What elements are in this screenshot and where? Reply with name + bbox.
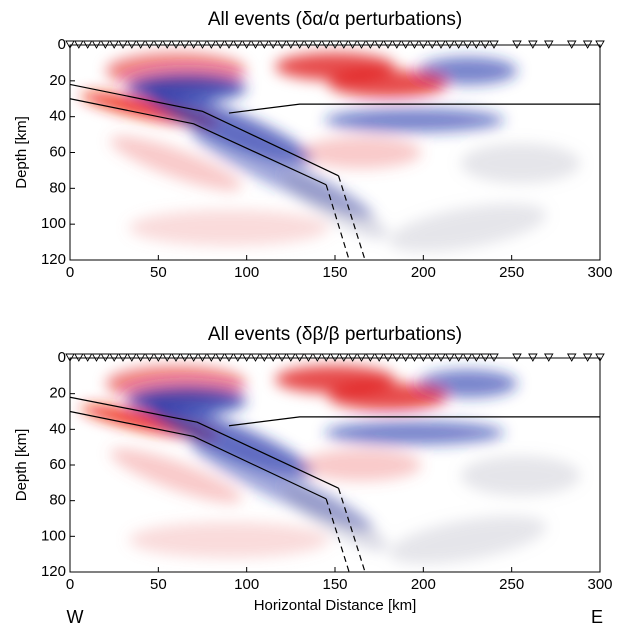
interface-line (325, 498, 350, 573)
x-tick-label: 250 (499, 576, 524, 593)
x-tick-label: 50 (150, 264, 167, 281)
anomaly (145, 402, 313, 477)
y-tick-label: 60 (49, 456, 66, 473)
y-tick-label: 80 (49, 179, 66, 196)
anomaly (388, 515, 547, 565)
interface-line (228, 416, 600, 427)
y-tick-label: 100 (41, 215, 66, 232)
x-tick-label: 300 (587, 264, 612, 281)
x-tick-label: 0 (66, 576, 74, 593)
interface-line (69, 410, 327, 500)
x-tick-label: 300 (587, 576, 612, 593)
y-tick-label: 40 (49, 420, 66, 437)
anomaly (110, 448, 242, 504)
x-tick-label: 100 (234, 576, 259, 593)
direction-label: W (67, 607, 84, 627)
anomaly (282, 486, 388, 551)
interface-line (325, 184, 350, 261)
velocity-field (81, 365, 581, 565)
y-tick-label: 80 (49, 492, 66, 509)
anomaly (301, 136, 422, 169)
interface-line (337, 488, 366, 573)
x-tick-label: 150 (322, 576, 347, 593)
panel: All events (δα/α perturbations) 0 50 100 150… (13, 9, 613, 281)
y-axis-label: Depth [km] (13, 116, 30, 189)
y-tick-label: 120 (41, 563, 66, 580)
anomaly (460, 143, 581, 184)
x-tick-label: 150 (322, 264, 347, 281)
interface-line (337, 175, 366, 261)
y-tick-label: 0 (58, 349, 66, 366)
y-axis-label: Depth [km] (13, 429, 30, 502)
chart-title: All events (δα/α perturbations) (208, 9, 462, 30)
velocity-field (81, 52, 581, 252)
x-tick-label: 50 (150, 576, 167, 593)
anomaly (129, 209, 329, 246)
x-tick-label: 250 (499, 264, 524, 281)
x-tick-label: 200 (411, 576, 436, 593)
interface-line (228, 103, 600, 114)
anomaly (324, 420, 505, 445)
anomaly (301, 449, 422, 481)
interface-line (69, 98, 327, 186)
y-tick-label: 20 (49, 72, 66, 89)
x-axis-label: Horizontal Distance [km] (254, 597, 417, 614)
interface-line (69, 396, 339, 489)
y-tick-label: 20 (49, 385, 66, 402)
direction-label: E (591, 607, 603, 627)
chart-title: All events (δβ/β perturbations) (208, 324, 462, 345)
y-tick-label: 0 (58, 36, 66, 53)
x-tick-label: 100 (234, 264, 259, 281)
interface-line (69, 83, 339, 177)
y-tick-label: 120 (41, 251, 66, 268)
y-tick-label: 100 (41, 527, 66, 544)
anomaly (282, 173, 388, 239)
y-tick-label: 40 (49, 108, 66, 125)
anomaly (129, 521, 329, 558)
anomaly (417, 56, 518, 85)
x-tick-label: 0 (66, 264, 74, 281)
anomaly (460, 455, 581, 496)
anomaly (324, 108, 505, 133)
y-tick-label: 60 (49, 143, 66, 160)
x-tick-label: 200 (411, 264, 436, 281)
anomaly (388, 203, 547, 252)
anomaly (328, 69, 448, 98)
anomaly (328, 382, 448, 411)
panel: All events (δβ/β perturbations) 0 50 100 150… (13, 324, 613, 627)
anomaly (110, 135, 242, 191)
